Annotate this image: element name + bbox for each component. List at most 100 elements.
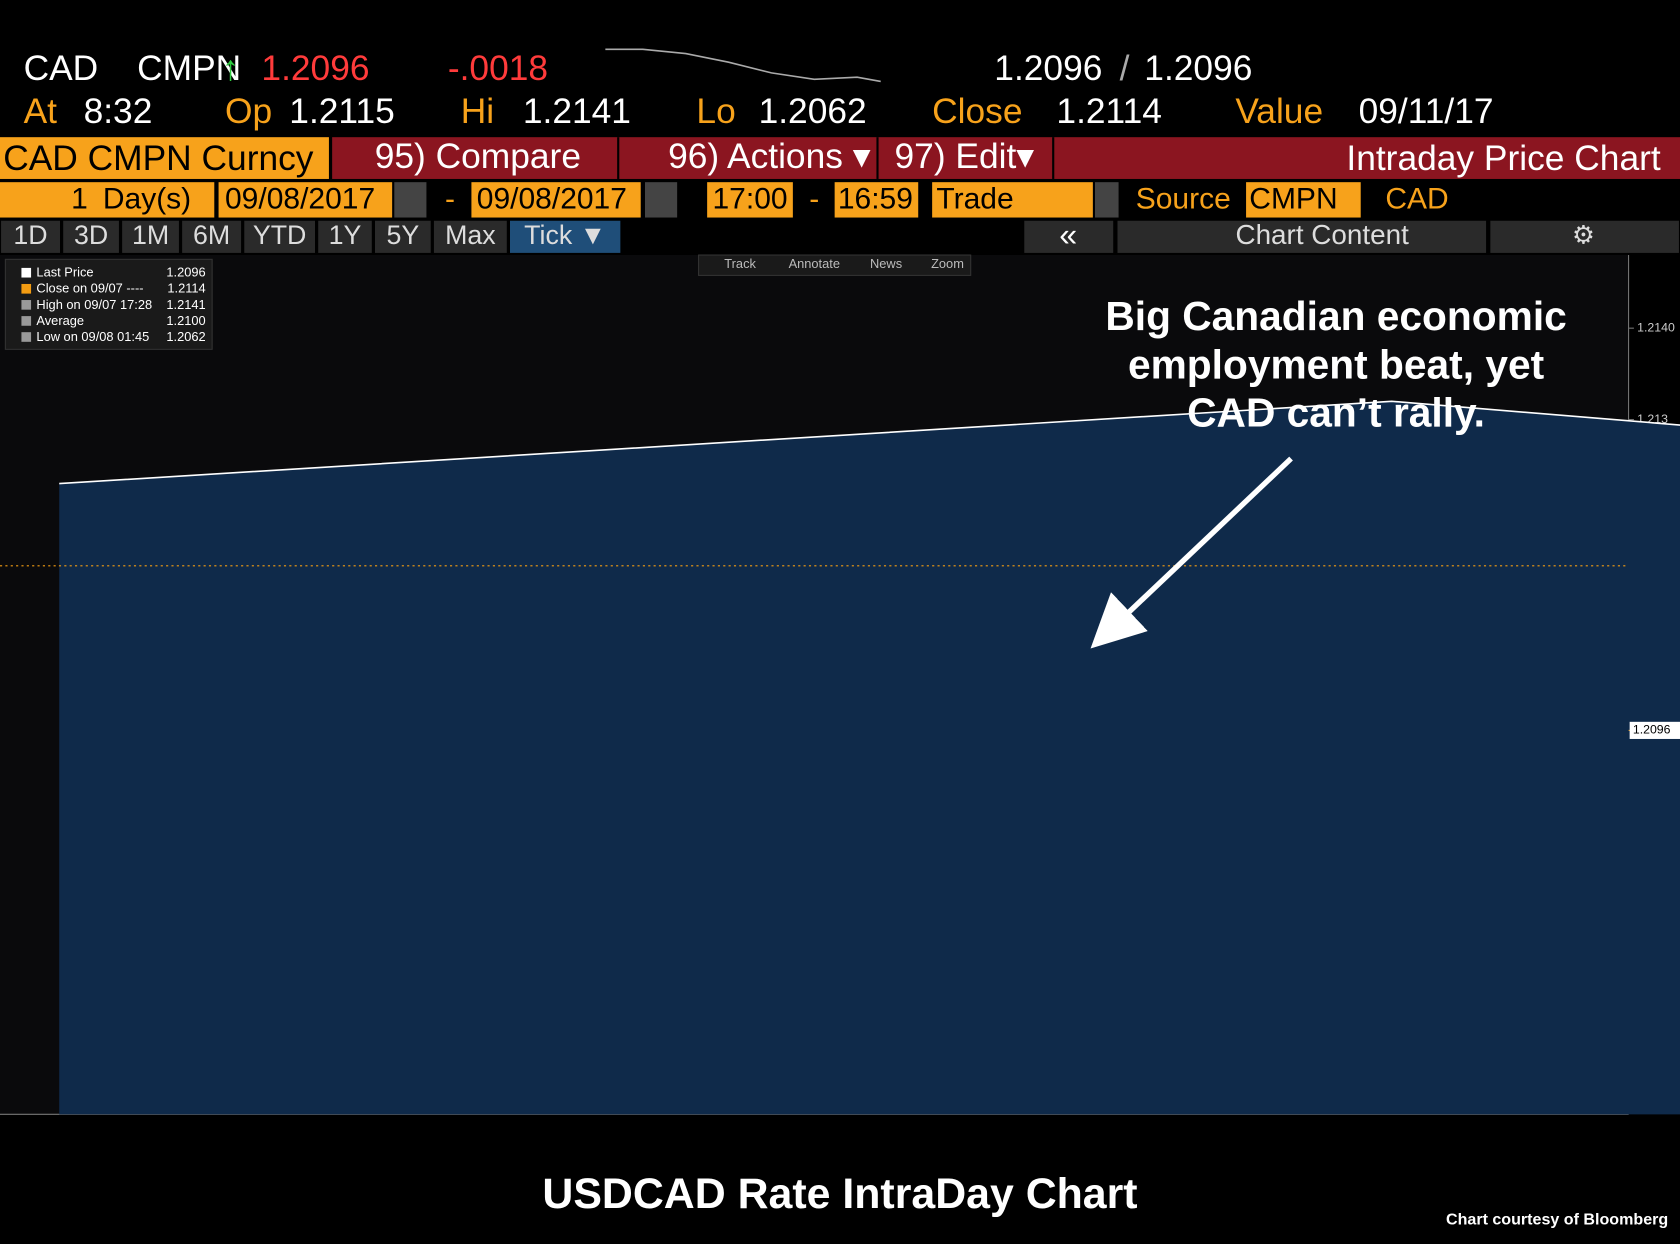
last-price-box [1629,721,1680,739]
chart-content: Chart Content [1235,219,1409,250]
y-tick-label: 1.2140 [1637,320,1675,334]
toolbar-bar [332,137,1680,179]
chart-content-button[interactable] [1115,218,1489,256]
source: CMPN [137,49,241,88]
area [59,401,1680,1115]
legend-value: 1.2141 [166,297,205,312]
date-separator: - [445,182,455,215]
change: -.0018 [448,49,548,88]
currency: CAD [1385,182,1448,215]
mode-box[interactable] [932,182,1093,218]
end-time: 16:59 [838,182,913,215]
tool-label[interactable]: Track [724,256,756,271]
annotation-line: CAD can’t rally. [1187,389,1485,435]
legend-swatch [21,283,32,294]
source-box[interactable] [1246,182,1361,218]
period-label: 6M [193,220,230,250]
at: 8:32 [84,92,153,131]
close: 1.2114 [1056,92,1161,131]
caption: USDCAD Rate IntraDay Chart [542,1170,1137,1218]
last-price-label: 1.2096 [1633,723,1671,737]
annotation-line: Big Canadian economic [1105,293,1566,339]
mode: Trade [936,182,1013,215]
legend-box [4,258,213,350]
period-button[interactable] [316,218,374,256]
period-label: 1M [132,220,169,250]
chart: 1.20601.2071.20801.2091.21001.2111.21201… [0,320,1680,1115]
at-label: At [24,92,58,131]
settings-button[interactable] [1488,218,1680,256]
op-label: Op [225,92,272,131]
period-button[interactable] [431,218,509,256]
legend-value: 1.2100 [166,313,205,328]
period-button[interactable] [507,218,623,256]
period-button[interactable] [180,218,244,256]
security-box [0,137,329,179]
start-date-box[interactable] [218,182,393,218]
calendar-button[interactable] [394,182,427,218]
tool-label[interactable]: Zoom [931,256,964,271]
tool-label[interactable]: Annotate [789,256,840,271]
days-box[interactable] [0,182,215,218]
end-date: 09/08/2017 [477,182,627,215]
op: 1.2115 [289,92,394,131]
period-label: 1Y [329,220,362,250]
start-time: 17:00 [713,182,788,215]
period-label: 3D [74,220,108,250]
sparkline [605,48,881,83]
bid: 1.2096 [994,49,1102,88]
legend-label: Last Price [36,265,93,280]
collapse-icon: « [1059,216,1077,252]
ask: 1.2096 [1144,49,1252,88]
legend-swatch [21,332,32,342]
mode-dropdown[interactable] [1095,182,1119,218]
annotation-line: employment beat, yet [1128,341,1545,387]
actions-button[interactable]: 96) Actions ▾ [668,137,871,176]
legend: Last Price 1.2096 Close on 09/07 ---- 1.211… [21,265,206,344]
period-label: YTD [253,220,307,250]
time-separator: - [809,182,819,215]
period-label: Max [445,220,496,250]
legend-swatch [21,267,32,278]
chart-tools [698,254,972,276]
period-button[interactable] [120,218,182,256]
legend-label: Low on 09/08 01:45 [36,329,149,344]
end-date-box[interactable] [471,182,641,218]
security[interactable]: CAD CMPN Curncy [3,139,314,178]
source-value: CMPN [1249,182,1337,215]
tool-list: Track Annotate News Zoom [724,256,964,271]
days-unit: Day(s) [103,182,191,215]
collapse-button[interactable] [1022,218,1116,256]
period-button[interactable] [61,218,122,256]
ticker: CAD [24,49,99,88]
value-date: 09/11/17 [1359,92,1494,131]
period-button[interactable] [0,218,63,256]
compare-button[interactable]: 95) Compare [375,137,581,176]
lo: 1.2062 [759,92,867,131]
start-date: 09/08/2017 [225,182,375,215]
credit: Chart courtesy of Bloomberg [1446,1211,1668,1229]
separator: / [1120,49,1130,88]
lo-label: Lo [696,92,735,131]
settings-icon: ⚙ [1572,222,1595,250]
start-time-box[interactable] [707,182,793,218]
period-button[interactable] [372,218,433,256]
end-time-box[interactable] [834,182,919,218]
annotation-arrow [1090,456,1293,649]
calendar-button[interactable] [645,182,678,218]
legend-swatch [21,300,32,310]
edit-button[interactable]: 97) Edit▾ [895,137,1035,176]
period-label: 5Y [386,220,419,250]
period-label: 1D [13,220,47,250]
legend-value: 1.2096 [166,265,205,280]
toolbar-title: Intraday Price Chart [1346,139,1660,178]
days-count: 1 [71,182,88,215]
tool-label[interactable]: News [870,256,902,271]
hi-label: Hi [461,92,494,131]
legend-value: 1.2114 [167,281,205,296]
last-price: 1.2096 [261,49,369,88]
legend-swatch [21,316,32,326]
legend-value: 1.2062 [166,329,205,344]
source-label: Source [1136,182,1231,215]
